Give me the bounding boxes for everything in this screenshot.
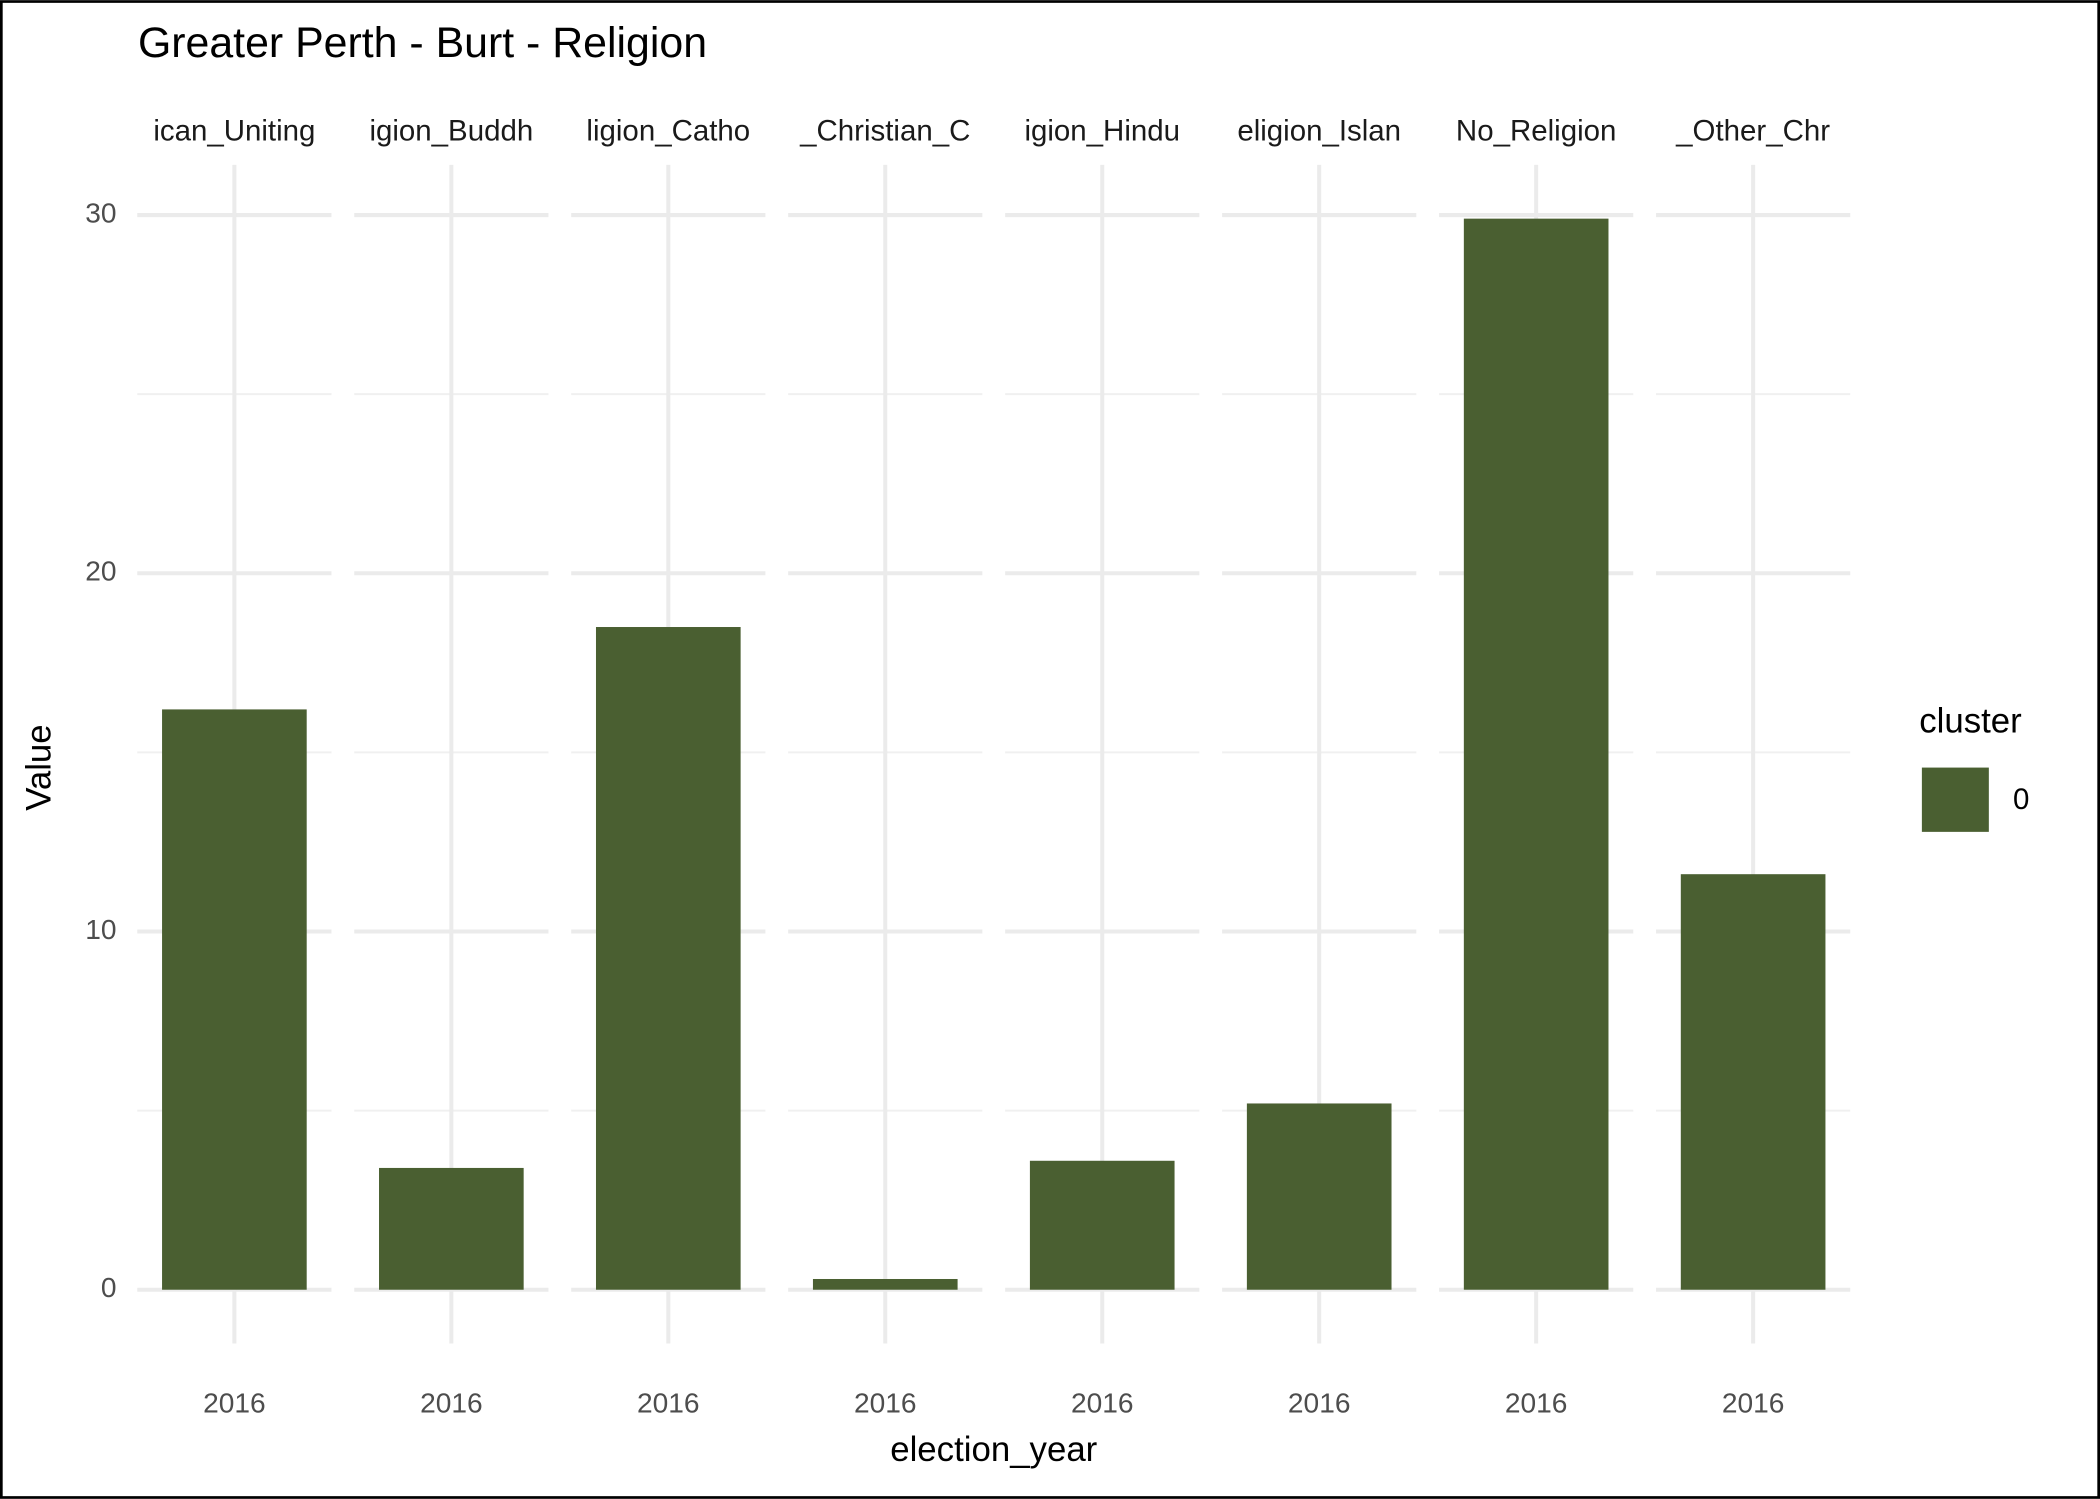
y-axis-title: Value	[20, 724, 59, 810]
x-axis-title: election_year	[890, 1430, 1097, 1469]
facet-strip-label: _Christian_C	[799, 115, 970, 148]
chart-title: Greater Perth - Burt - Religion	[138, 19, 707, 67]
facet-strip-label: igion_Buddh	[369, 115, 533, 148]
bar	[1680, 874, 1826, 1290]
facet-strip-label: No_Religion	[1456, 115, 1616, 148]
legend-title: cluster	[1919, 702, 2022, 741]
y-tick-label: 10	[85, 914, 116, 945]
bar	[1029, 1160, 1175, 1290]
facet-strip-label: _Other_Chr	[1675, 115, 1830, 148]
bar	[812, 1278, 958, 1290]
facet-strip-label: ligion_Catho	[586, 115, 750, 148]
bar	[162, 709, 307, 1290]
x-tick-label: 2016	[1505, 1388, 1568, 1419]
x-tick-label: 2016	[1288, 1388, 1351, 1419]
bar	[379, 1167, 524, 1290]
facet-strip-label: eligion_Islan	[1237, 115, 1401, 148]
x-tick-label: 2016	[420, 1388, 483, 1419]
x-tick-label: 2016	[637, 1388, 700, 1419]
bar	[595, 627, 741, 1290]
y-tick-label: 20	[85, 556, 116, 587]
x-tick-label: 2016	[1071, 1388, 1134, 1419]
x-tick-label: 2016	[203, 1388, 266, 1419]
bar	[1463, 218, 1609, 1290]
y-tick-label: 30	[85, 197, 116, 228]
y-tick-label: 0	[101, 1272, 117, 1303]
bar	[1246, 1103, 1392, 1290]
facet-strip-label: ican_Uniting	[153, 115, 315, 148]
legend-key	[1921, 767, 1989, 832]
x-tick-label: 2016	[854, 1388, 917, 1419]
legend-label: 0	[2013, 783, 2029, 816]
x-tick-label: 2016	[1722, 1388, 1785, 1419]
facet-strip-label: igion_Hindu	[1024, 115, 1180, 148]
